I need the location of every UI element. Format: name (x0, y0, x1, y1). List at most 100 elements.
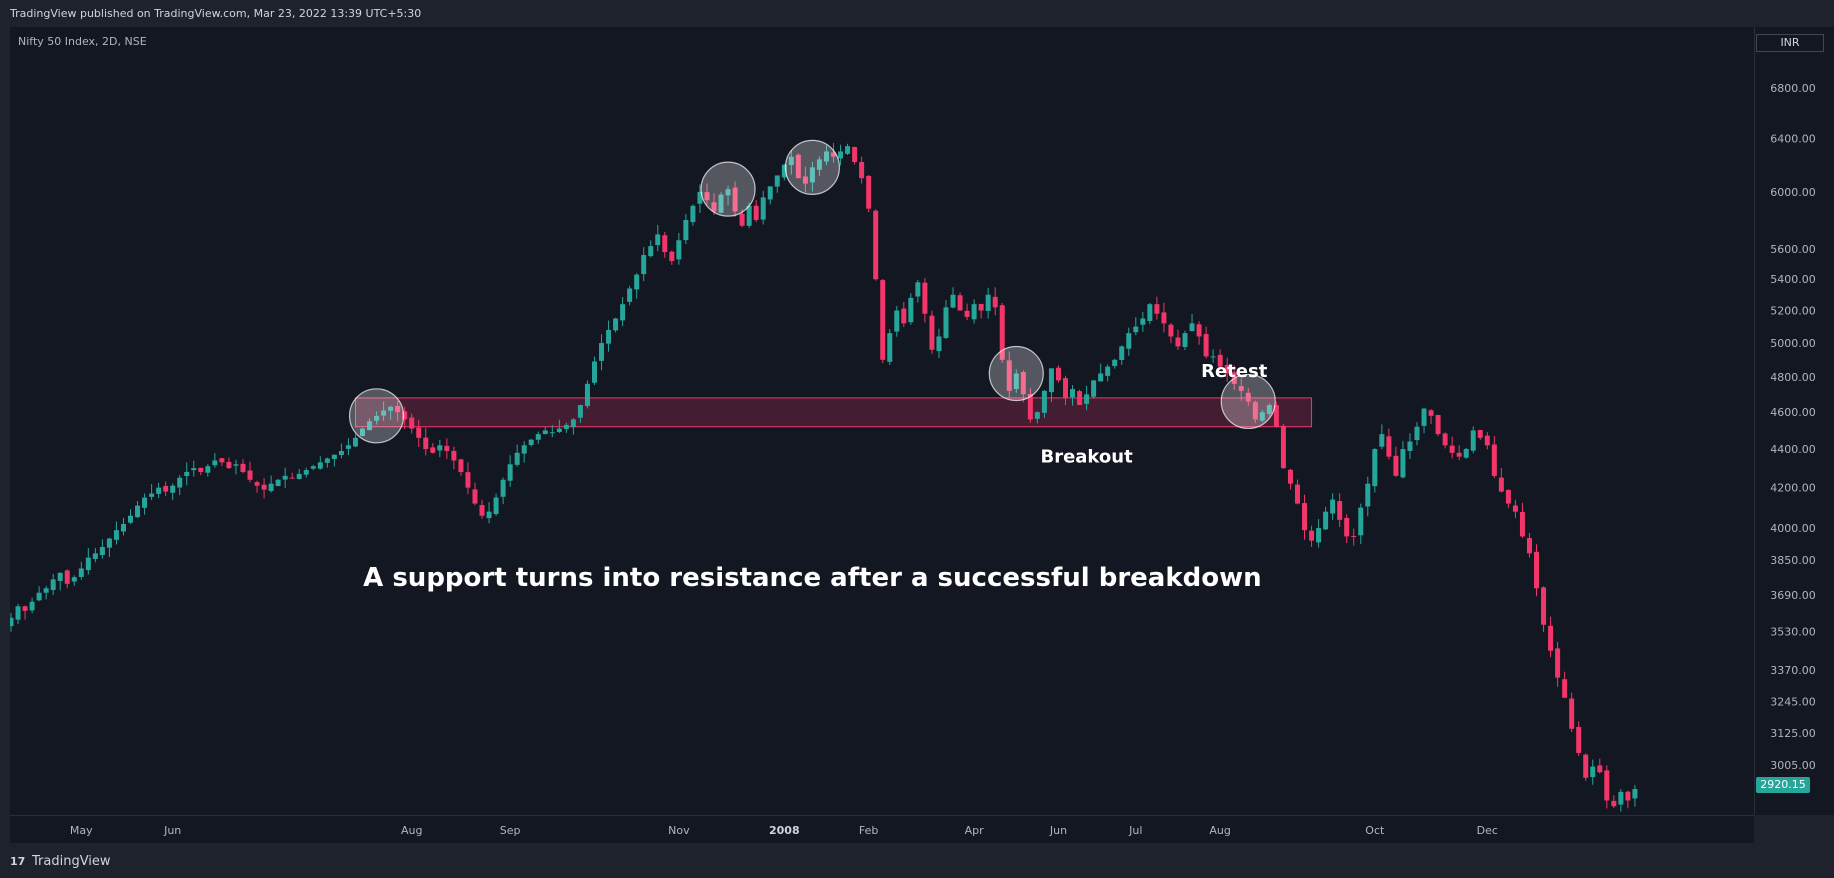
candle-body (1055, 367, 1061, 381)
candle-body (1294, 484, 1300, 504)
candle-body (873, 210, 879, 280)
candle-body (1337, 501, 1343, 520)
candle-body (613, 318, 619, 331)
candle-body (1463, 449, 1469, 458)
candle-body (1534, 551, 1540, 589)
candle-body (599, 343, 605, 361)
time-axis[interactable] (10, 815, 1754, 844)
candle-body (1541, 587, 1547, 625)
candle-body (1351, 536, 1357, 538)
candle-body (1555, 648, 1561, 678)
candle-body (823, 151, 829, 162)
candle-body (697, 191, 703, 204)
candle-body (1379, 434, 1385, 447)
candle-body (507, 464, 513, 481)
candle-body (1027, 394, 1033, 420)
candle-body (374, 415, 380, 421)
currency-label[interactable]: INR (1756, 34, 1824, 52)
y-tick-label: 3005.00 (1770, 759, 1816, 772)
candle-body (486, 511, 492, 519)
candle-body (1273, 405, 1279, 427)
candle-body (345, 445, 351, 449)
candle-body (451, 450, 457, 461)
highlight-circle (1220, 373, 1276, 430)
candle-body (1400, 449, 1406, 478)
candle-body (1084, 394, 1090, 404)
footer-bar: 17 TradingView (0, 843, 1834, 878)
chart-pane[interactable] (10, 27, 1754, 815)
candle-body (1365, 483, 1371, 507)
candle-body (1112, 359, 1118, 367)
candle-body (352, 437, 358, 447)
y-tick-label: 6000.00 (1770, 186, 1816, 199)
y-tick-label: 4200.00 (1770, 482, 1816, 495)
candle-body (894, 310, 900, 332)
candle-body (1569, 698, 1575, 729)
candle-body (1287, 469, 1293, 484)
candle-body (915, 282, 921, 297)
candle-body (704, 192, 710, 201)
candle-body (1196, 324, 1202, 337)
x-tick-label: Jul (1128, 824, 1142, 837)
candle-body (528, 439, 534, 445)
y-tick-label: 4400.00 (1770, 443, 1816, 456)
candle-body (781, 164, 787, 178)
brand-label[interactable]: TradingView (32, 854, 111, 869)
candle-body (289, 477, 295, 479)
candle-body (1210, 356, 1216, 358)
candle-body (409, 417, 415, 429)
candle-body (1428, 410, 1434, 416)
candle-body (1302, 503, 1308, 531)
y-tick-label: 5600.00 (1770, 243, 1816, 256)
candle-body (78, 568, 84, 577)
x-tick-label: Jun (1049, 824, 1067, 837)
y-tick-label: 3370.00 (1770, 664, 1816, 677)
x-tick-label: Jun (163, 824, 181, 837)
candle-body (1597, 765, 1603, 773)
candle-body (310, 466, 316, 469)
y-tick-label: 5200.00 (1770, 305, 1816, 318)
candle-body (1435, 414, 1441, 435)
candle-body (22, 606, 28, 611)
candle-body (135, 505, 141, 518)
candle-body (85, 557, 91, 571)
candle-body (549, 432, 555, 434)
candle-body (120, 523, 126, 532)
candle-body (465, 472, 471, 488)
candle-body (142, 497, 148, 508)
candle-body (901, 308, 907, 324)
candle-body (1013, 373, 1019, 390)
candle-body (1414, 426, 1420, 441)
candle-body (170, 485, 176, 493)
candle-body (303, 470, 309, 475)
candle-body (992, 296, 998, 308)
tradingview-logo-icon[interactable]: 17 (10, 855, 26, 868)
candle-body (788, 156, 794, 166)
candle-body (606, 329, 612, 344)
candle-body (1105, 366, 1111, 376)
x-tick-label: Sep (500, 824, 521, 837)
x-tick-label: Oct (1365, 824, 1385, 837)
candle-body (1077, 391, 1083, 406)
candle-body (1224, 365, 1230, 374)
candle-body (71, 577, 77, 582)
price-axis[interactable] (1754, 27, 1834, 815)
candle-body (1133, 326, 1139, 333)
highlight-circle (784, 139, 841, 195)
highlight-circle (700, 161, 756, 217)
x-tick-label: Aug (401, 824, 422, 837)
candle-body (1140, 318, 1146, 325)
candle-body (437, 445, 443, 451)
candle-body (1154, 304, 1160, 314)
candle-body (753, 205, 759, 220)
candle-body (416, 427, 422, 438)
candle-body (1505, 489, 1511, 504)
candle-body (521, 445, 527, 454)
candle-body (831, 152, 837, 157)
x-tick-label: Dec (1477, 824, 1498, 837)
candle-body (1393, 455, 1399, 476)
candle-body (99, 546, 105, 556)
candle-body (1070, 389, 1076, 398)
candle-body (1576, 727, 1582, 753)
